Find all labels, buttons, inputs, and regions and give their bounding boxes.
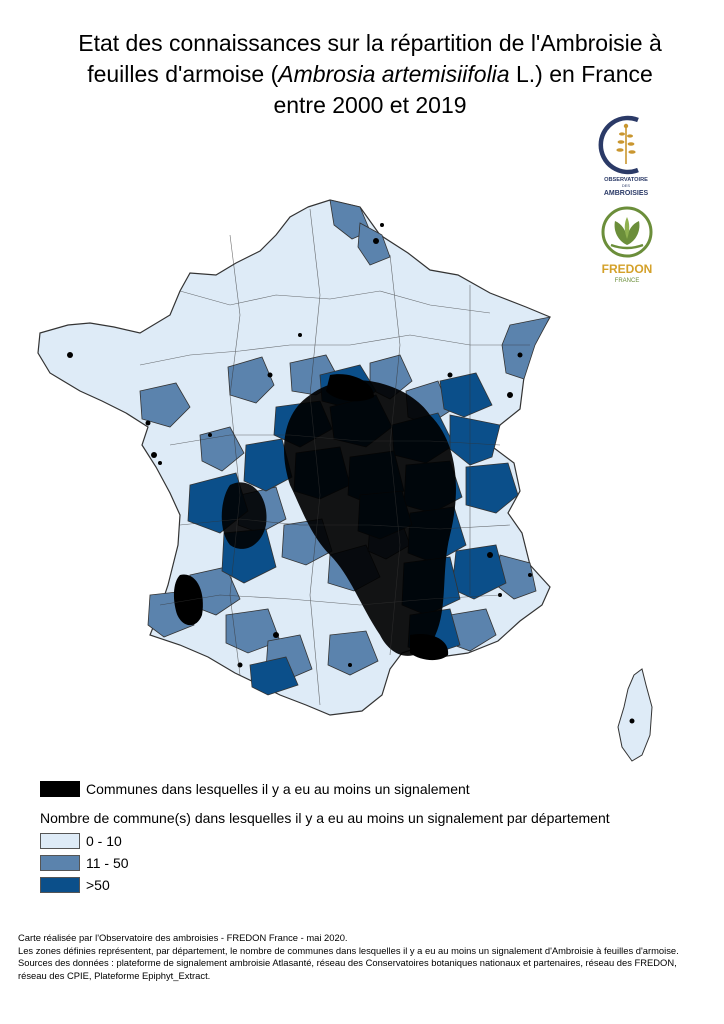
swatch-0-10: [40, 833, 80, 849]
corsica: [617, 668, 653, 762]
legend-class-1: 0 - 10: [40, 830, 700, 852]
title-line-1: Etat des connaissances sur la répartitio…: [78, 30, 662, 56]
swatch-communes: [40, 781, 80, 797]
credits-line-4: réseau des CPIE, Plateforme Epiphyt_Extr…: [18, 969, 211, 981]
legend-class-3-label: >50: [86, 877, 110, 893]
svg-text:FREDON: FREDON: [602, 262, 653, 276]
legend-communes: Communes dans lesquelles il y a eu au mo…: [40, 778, 700, 800]
svg-text:DES: DES: [622, 183, 631, 188]
legend-subtitle: Nombre de commune(s) dans lesquelles il …: [40, 810, 610, 826]
credits: Carte réalisée par l'Observatoire des am…: [18, 932, 718, 982]
title-line-2: feuilles d'armoise (Ambrosia artemisiifo…: [87, 61, 653, 87]
fredon-france-logo: FREDON FRANCE: [601, 206, 653, 284]
svg-text:OBSERVATOIRE: OBSERVATOIRE: [604, 177, 648, 183]
legend-class-1-label: 0 - 10: [86, 833, 122, 849]
legend-class-2: 11 - 50: [40, 852, 700, 874]
legend-class-3: >50: [40, 874, 700, 896]
credits-line-2: Les zones définies représentent, par dép…: [18, 944, 679, 956]
legend: Communes dans lesquelles il y a eu au mo…: [40, 778, 700, 896]
credits-line-3: Sources des données : plateforme de sign…: [18, 957, 677, 968]
legend-communes-label: Communes dans lesquelles il y a eu au mo…: [86, 781, 470, 797]
swatch-11-50: [40, 855, 80, 871]
title-line-3: entre 2000 et 2019: [273, 92, 467, 118]
svg-text:FRANCE: FRANCE: [615, 278, 640, 284]
swatch-gt-50: [40, 877, 80, 893]
legend-class-2-label: 11 - 50: [86, 855, 129, 871]
department-borders: [139, 208, 530, 706]
france-map: [37, 199, 653, 762]
communes-signalements: [67, 223, 532, 668]
map-title: Etat des connaissances sur la répartitio…: [40, 28, 700, 121]
observatoire-ambroisies-logo: OBSERVATOIRE DES AMBROISIES: [598, 115, 649, 197]
species-name: Ambrosia artemisiifolia: [278, 61, 510, 87]
svg-text:AMBROISIES: AMBROISIES: [604, 190, 649, 197]
credits-line-1: Carte réalisée par l'Observatoire des am…: [18, 932, 348, 943]
